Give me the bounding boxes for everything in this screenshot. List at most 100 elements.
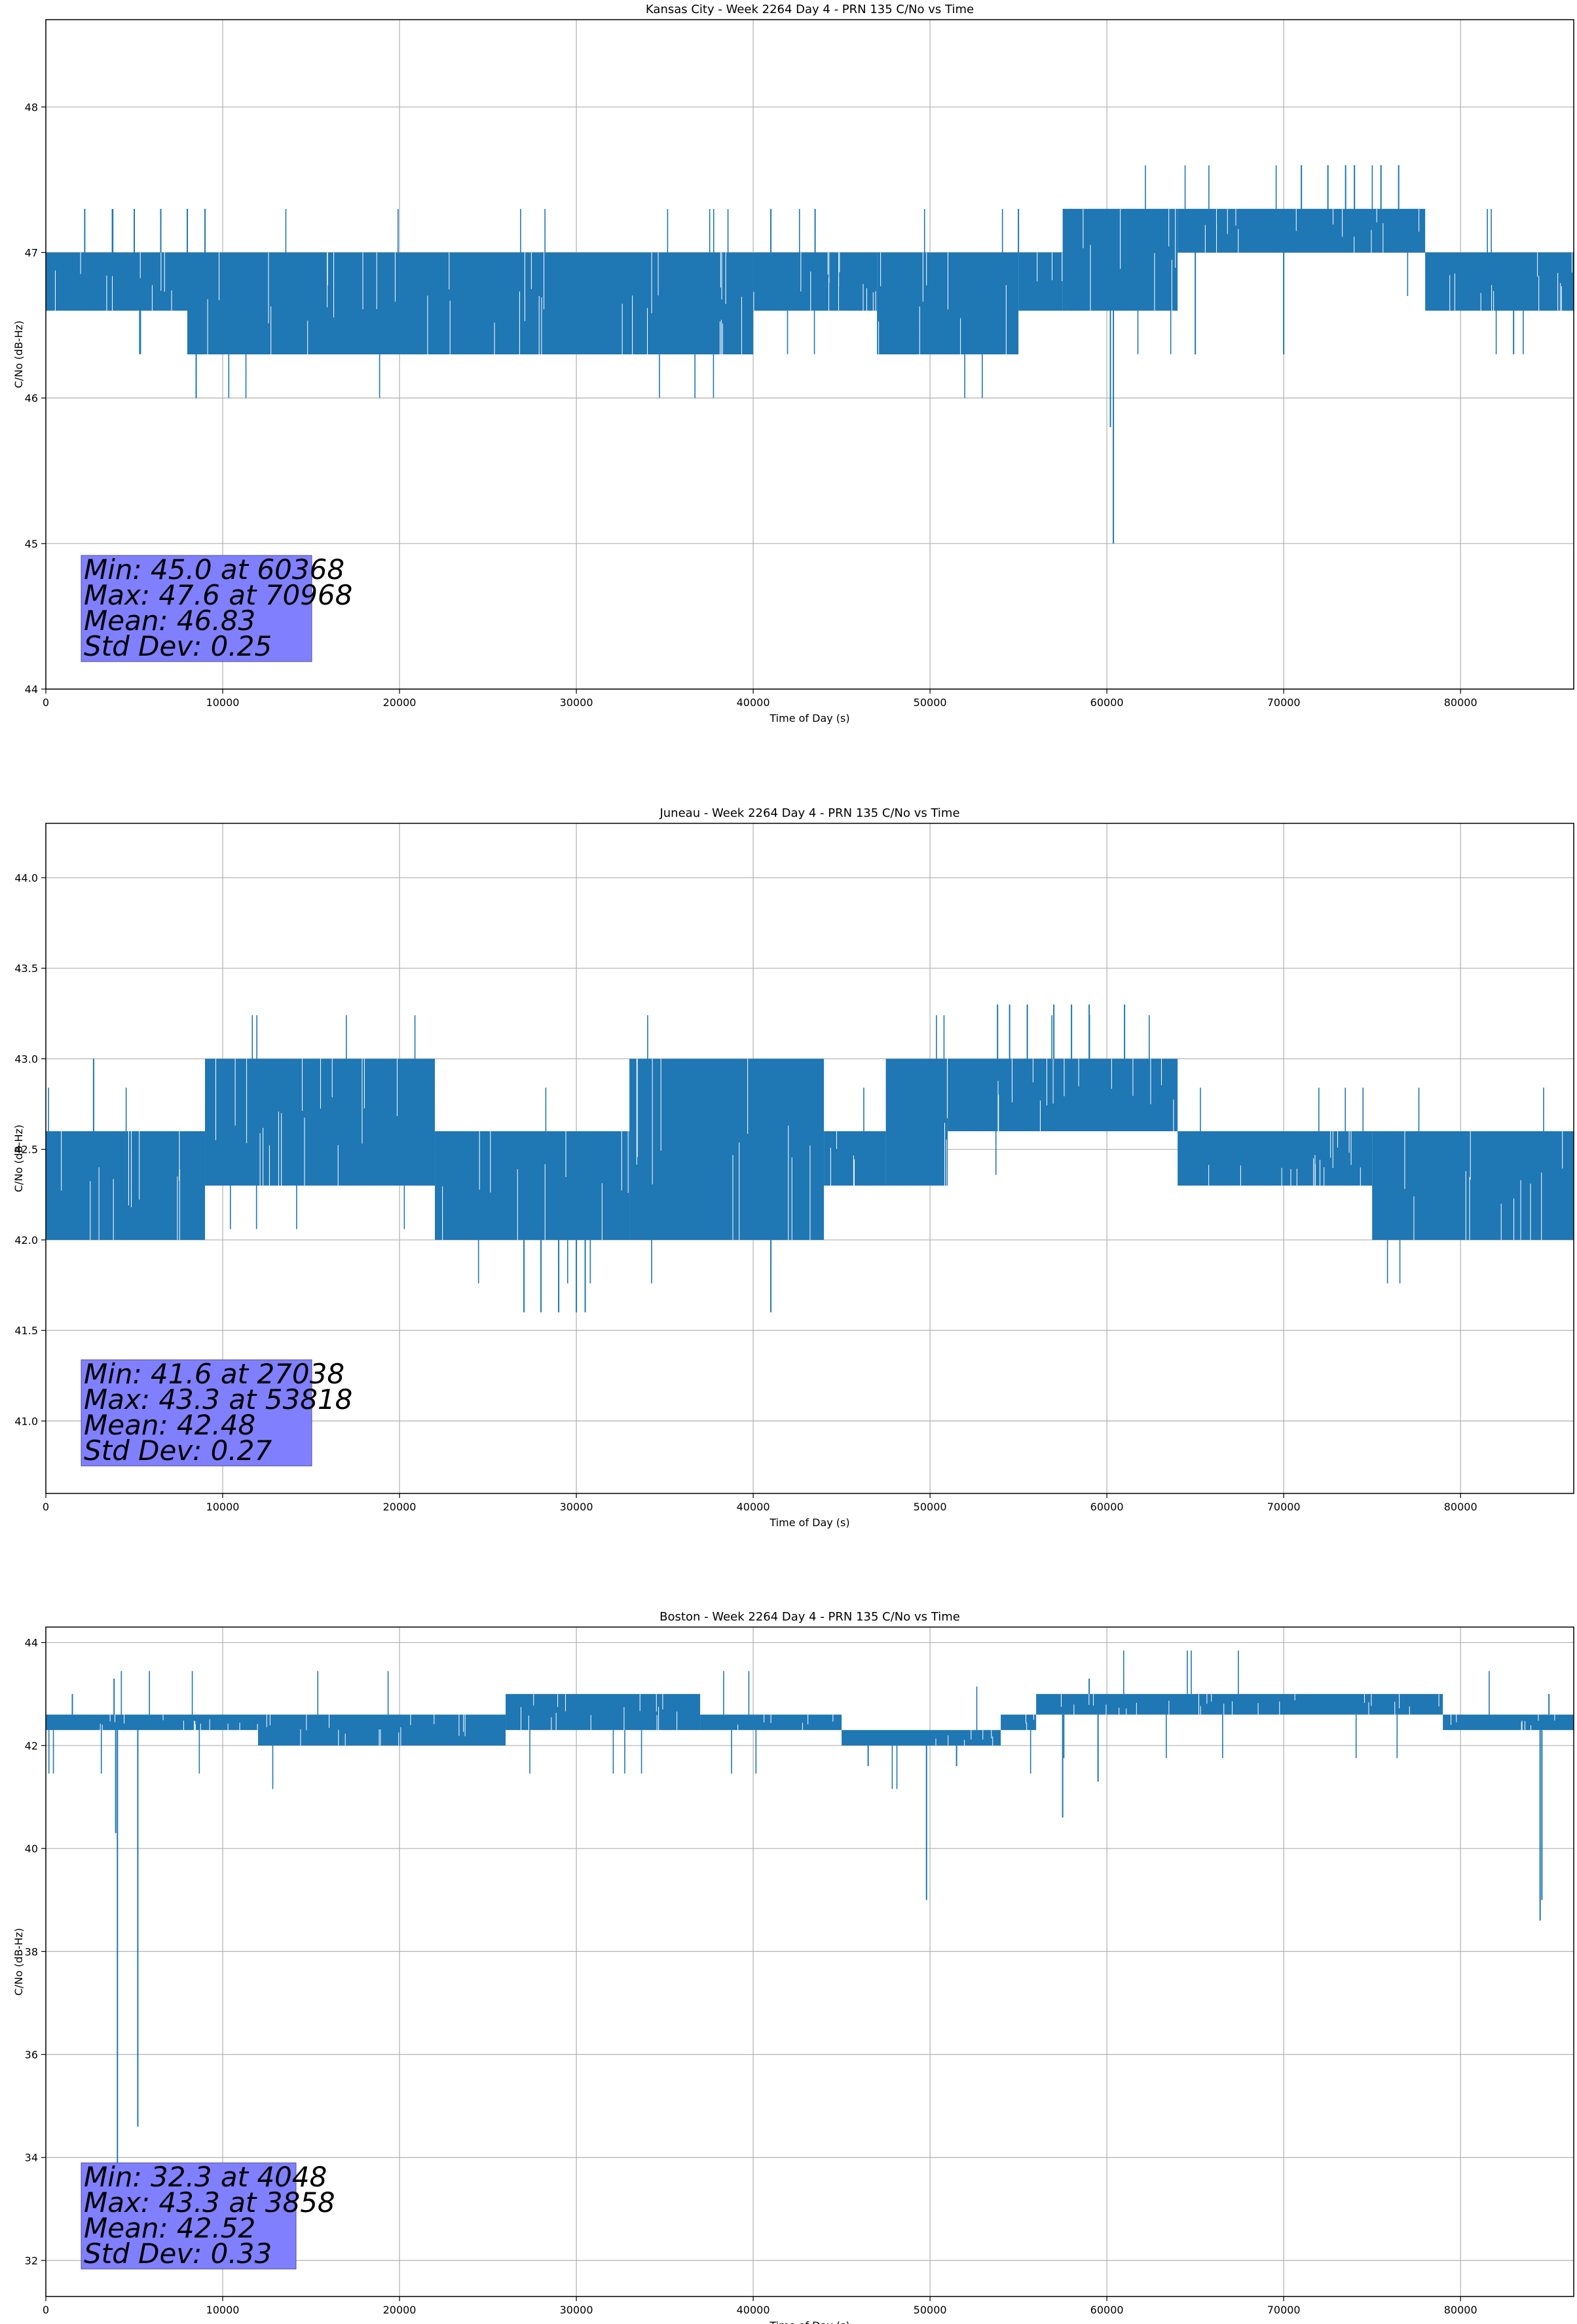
y-tick-label: 38 (25, 1945, 38, 1958)
band-segment (506, 1694, 701, 1731)
axes-frame (45, 1626, 1574, 2297)
band-gap (753, 291, 754, 311)
band-gap (1350, 1131, 1352, 1165)
series-line (46, 1650, 1574, 2245)
band-gap (227, 1723, 229, 1731)
band-gap (1449, 275, 1451, 311)
band-gap (54, 270, 56, 311)
band-gap (1033, 1714, 1034, 1720)
band-gap (400, 1727, 401, 1746)
band-gap (128, 1131, 129, 1206)
band-gap (1227, 208, 1228, 234)
band-gap (307, 320, 308, 354)
band-gap (946, 1139, 947, 1186)
band-gap (1257, 1703, 1259, 1715)
x-tick-label: 70000 (1267, 1501, 1301, 1513)
band-gap (720, 252, 721, 288)
band-gap (106, 275, 107, 311)
band-gap (530, 252, 532, 290)
band-segment (1018, 252, 1063, 311)
band-gap (1554, 1714, 1555, 1721)
band-gap (479, 1131, 480, 1190)
band-gap (1216, 224, 1217, 253)
band-gap (533, 1694, 534, 1706)
band-gap (637, 1059, 638, 1157)
band-gap (1168, 208, 1170, 247)
band-gap (656, 1715, 658, 1731)
band-gap (991, 1730, 992, 1739)
stats-box (81, 1359, 312, 1467)
band-gap (878, 321, 880, 354)
y-tick-label: 32 (25, 2255, 38, 2267)
y-tick-label: 45 (25, 538, 38, 550)
band-gap (1500, 1203, 1502, 1240)
x-tick-label: 70000 (1267, 696, 1301, 709)
band-gap (1204, 225, 1206, 253)
band-gap (111, 276, 113, 311)
band-gap (1360, 1167, 1361, 1186)
stats-line: Std Dev: 0.25 (84, 630, 272, 662)
x-tick-label: 30000 (560, 1501, 593, 1513)
stats-line: Max: 43.3 at 3858 (84, 2186, 335, 2219)
band-gap (1290, 1169, 1291, 1186)
band-gap (1200, 1706, 1201, 1715)
band-gap (259, 1133, 261, 1186)
chart-2: 0 10000 20000 30000 40000 50000 60000 70000 8000… (12, 806, 1574, 1529)
band-gap (394, 252, 396, 302)
x-tick-label: 40000 (737, 2304, 770, 2316)
band-gap (828, 252, 830, 284)
band-gap (863, 284, 864, 311)
x-tick-label: 60000 (1090, 2304, 1124, 2316)
band-gap (722, 323, 723, 354)
band-gap (737, 1724, 739, 1731)
band-segment (1001, 1714, 1037, 1731)
y-tick-label: 42.5 (14, 1144, 38, 1156)
band-gap (1562, 1131, 1563, 1169)
series-line (46, 1004, 1574, 1313)
chart-3: 0 10000 20000 30000 40000 50000 60000 70000 8000… (12, 1610, 1574, 2324)
band-gap (1235, 208, 1236, 226)
band-segment (948, 1059, 1178, 1132)
stats-line: Max: 43.3 at 53818 (84, 1383, 352, 1415)
band-gap (853, 1159, 855, 1186)
band-gap (1279, 1701, 1280, 1715)
band-gap (1136, 1702, 1137, 1715)
band-gap (164, 252, 165, 292)
band-gap (1364, 1694, 1365, 1703)
band-gap (800, 252, 802, 291)
x-tick-label: 50000 (914, 1501, 947, 1513)
band-gap (1295, 208, 1297, 231)
band-gap (623, 1707, 625, 1731)
band-gap (926, 252, 927, 286)
band-gap (160, 252, 162, 291)
band-gap (1173, 1099, 1174, 1132)
band-gap (809, 1145, 811, 1240)
x-tick-label: 30000 (560, 2304, 593, 2316)
band-gap (807, 1714, 809, 1725)
x-axis-label: Time of Day (s) (769, 1516, 849, 1529)
x-tick-label: 20000 (383, 2304, 417, 2316)
band-gap (1513, 1198, 1515, 1240)
band-segment (46, 1131, 206, 1240)
band-segment (842, 1730, 1001, 1746)
band-gap (1026, 1723, 1028, 1731)
band-gap (1537, 252, 1538, 277)
stats-line: Min: 45.0 at 60368 (84, 553, 344, 586)
band-gap (338, 1729, 339, 1746)
y-tick-label: 36 (25, 2049, 38, 2061)
band-segment (629, 1059, 825, 1240)
y-tick-label: 46 (25, 392, 38, 405)
band-gap (320, 1059, 321, 1109)
band-gap (517, 1169, 518, 1240)
band-gap (463, 1714, 464, 1733)
stats-line: Mean: 46.83 (84, 605, 255, 637)
band-gap (234, 1059, 236, 1126)
x-tick-label: 0 (43, 696, 49, 709)
band-gap (100, 1723, 101, 1731)
band-gap (1530, 1183, 1531, 1240)
x-tick-label: 40000 (737, 1501, 770, 1513)
band-gap (1493, 291, 1494, 311)
y-tick-label: 42 (25, 1740, 38, 1752)
band-gap (919, 306, 920, 354)
